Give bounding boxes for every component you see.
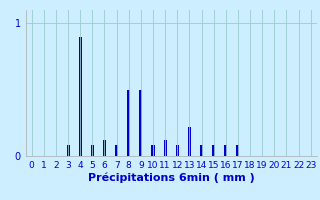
Bar xyxy=(91,145,94,156)
X-axis label: Précipitations 6min ( mm ): Précipitations 6min ( mm ) xyxy=(88,173,255,183)
Bar xyxy=(236,145,239,156)
Bar xyxy=(176,145,179,156)
Bar xyxy=(139,90,142,156)
Bar xyxy=(151,145,155,156)
Bar xyxy=(200,145,203,156)
Bar xyxy=(127,90,130,156)
Bar xyxy=(79,37,82,156)
Bar xyxy=(67,145,69,156)
Bar xyxy=(164,140,167,156)
Bar xyxy=(115,145,118,156)
Bar xyxy=(224,145,227,156)
Bar xyxy=(212,145,215,156)
Bar xyxy=(188,127,191,156)
Bar xyxy=(103,140,106,156)
